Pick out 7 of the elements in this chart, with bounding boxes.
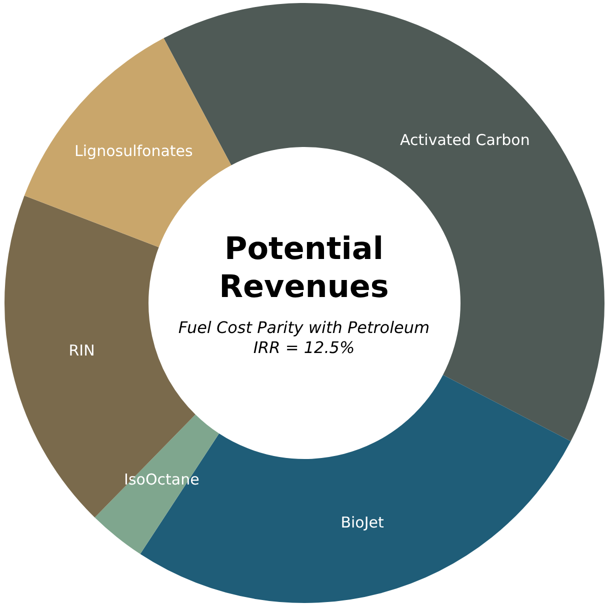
slice-label: Lignosulfonates: [74, 142, 194, 160]
text: Fuel Cost Parity with Petroleum: [177, 318, 431, 338]
slice-label: Activated Carbon: [400, 130, 530, 149]
text: IRR = 12.5%: [252, 338, 356, 358]
slice-label: RIN: [68, 342, 95, 360]
slice-label: BioJet: [340, 513, 384, 532]
text: Potential Revenues: [218, 230, 390, 306]
